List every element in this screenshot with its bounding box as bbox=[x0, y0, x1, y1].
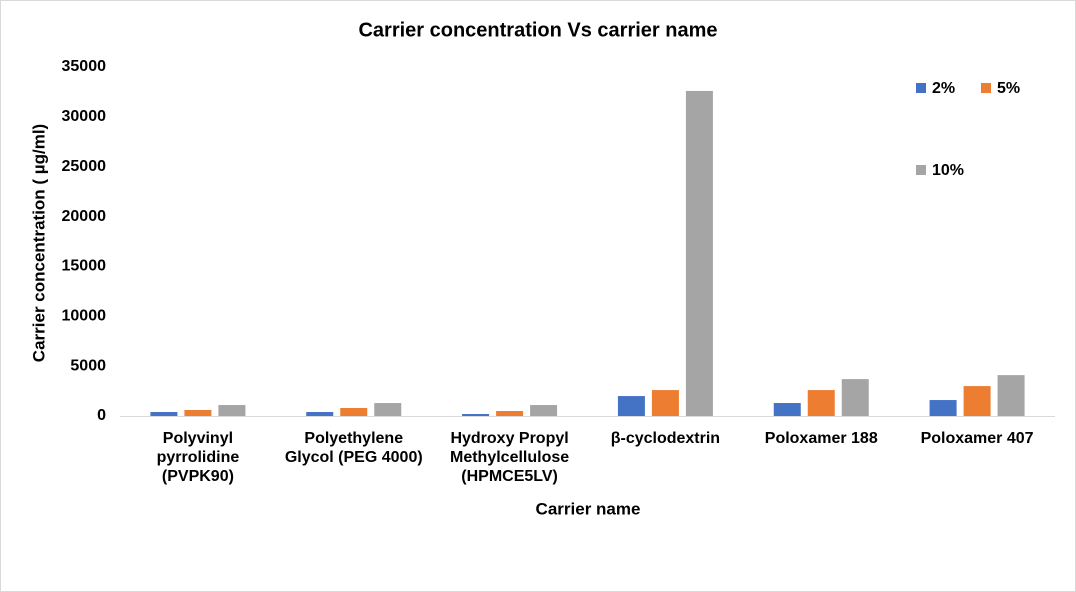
legend-label: 5% bbox=[997, 80, 1020, 97]
x-axis-label: Carrier name bbox=[536, 499, 641, 518]
y-tick-label: 5000 bbox=[70, 357, 106, 374]
bar bbox=[617, 396, 645, 416]
legend-swatch bbox=[916, 165, 926, 175]
bar bbox=[807, 390, 835, 416]
bar bbox=[462, 414, 490, 416]
legend-swatch bbox=[916, 83, 926, 93]
y-tick-label: 15000 bbox=[62, 258, 107, 275]
legend-label: 10% bbox=[932, 162, 964, 179]
bar bbox=[773, 403, 801, 416]
bar bbox=[340, 408, 368, 416]
bar bbox=[929, 400, 957, 416]
x-tick-label: Polyvinyl pyrrolidine (PVPK90) bbox=[156, 430, 240, 485]
y-axis-label: Carrier concentration ( µg/ml) bbox=[29, 124, 48, 362]
x-tick-label: Poloxamer 407 bbox=[920, 430, 1034, 447]
x-tick-label: Hydroxy Propyl Methylcellulose (HPMCE5LV… bbox=[450, 430, 570, 485]
bar bbox=[496, 411, 524, 416]
y-tick-label: 30000 bbox=[62, 108, 107, 125]
bar bbox=[374, 403, 402, 416]
y-tick-label: 25000 bbox=[62, 158, 107, 175]
chart-title: Carrier concentration Vs carrier name bbox=[358, 19, 717, 41]
bar bbox=[218, 405, 246, 416]
bar bbox=[150, 412, 178, 416]
bar bbox=[530, 405, 558, 416]
bar bbox=[841, 379, 869, 416]
bar bbox=[963, 386, 991, 416]
legend-swatch bbox=[981, 83, 991, 93]
x-tick-label: Polyethylene Glycol (PEG 4000) bbox=[284, 430, 423, 466]
x-tick-label: Poloxamer 188 bbox=[764, 430, 878, 447]
legend-label: 2% bbox=[932, 80, 955, 97]
bar bbox=[997, 375, 1025, 416]
y-tick-label: 35000 bbox=[62, 58, 107, 75]
y-tick-label: 20000 bbox=[62, 208, 107, 225]
bar bbox=[184, 410, 212, 416]
bar bbox=[306, 412, 334, 416]
y-tick-label: 0 bbox=[97, 407, 106, 424]
bar bbox=[651, 390, 679, 416]
bar bbox=[685, 90, 713, 416]
x-tick-label: β-cyclodextrin bbox=[610, 430, 721, 447]
y-tick-label: 10000 bbox=[62, 308, 107, 325]
